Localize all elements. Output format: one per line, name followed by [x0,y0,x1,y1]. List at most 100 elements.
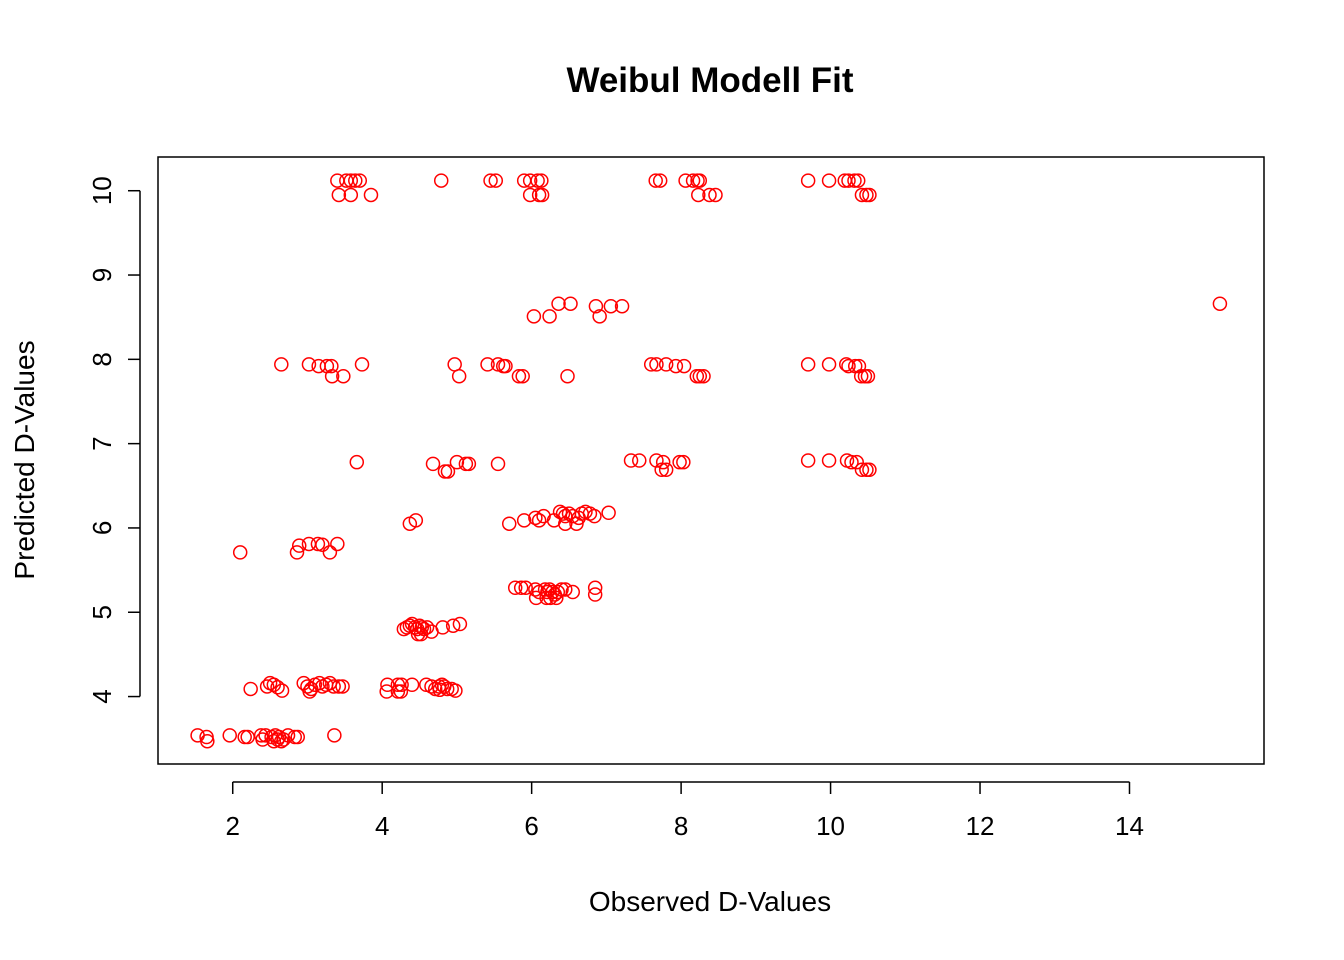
data-point [432,682,447,698]
data-point [558,516,573,531]
data-point [435,620,450,635]
data-point [327,728,342,743]
data-point [511,368,527,384]
data-point [587,580,603,596]
data-point [394,677,409,693]
data-point [352,173,368,188]
x-tick-label: 2 [225,811,239,841]
data-point [668,358,684,374]
data-point [565,508,580,524]
data-point [862,187,877,203]
data-point [603,298,619,314]
data-point [702,187,717,203]
y-tick-label: 5 [87,605,117,619]
data-point [259,679,275,694]
x-axis-label: Observed D-Values [589,886,831,917]
data-point [451,368,467,384]
data-point [343,173,359,188]
data-point [543,590,558,606]
data-point [448,683,463,698]
data-point [528,590,544,606]
data-point [255,732,270,747]
data-point [522,187,538,203]
data-point [676,454,691,470]
data-point [449,454,465,470]
data-point [800,357,816,372]
data-point [588,298,604,314]
data-point [379,684,394,699]
data-point [490,456,506,472]
data-point [380,677,395,693]
data-point [592,309,607,324]
data-point [354,357,370,372]
data-point [522,173,538,188]
y-axis: 4 5 6 7 8 9 10 [87,176,141,704]
data-point [513,580,529,596]
data-point [390,677,406,693]
data-points [190,173,1228,749]
x-axis: 2 4 6 8 10 12 14 [225,781,1144,841]
data-point [648,173,663,188]
data-point [853,368,869,384]
y-tick-label: 4 [87,689,117,703]
data-point [315,537,330,553]
data-point [800,453,816,468]
data-point [200,733,215,749]
data-point [324,368,340,384]
x-tick-label: 8 [674,811,688,841]
data-point [614,298,630,314]
data-point [558,582,573,597]
data-point [691,187,706,203]
data-point [692,368,708,384]
data-point [1212,296,1228,311]
data-point [678,173,693,188]
data-point [516,513,532,528]
data-point [849,454,864,470]
data-point [276,732,291,747]
data-point [243,681,258,697]
data-point [439,681,455,697]
y-axis-label: Predicted D-Values [9,340,40,579]
data-point [821,357,837,372]
data-point [563,296,578,311]
data-point [393,684,409,699]
data-point [534,173,549,188]
data-point [515,368,530,384]
data-point [643,357,659,372]
data-point [655,454,671,470]
data-point [534,187,550,203]
data-point [672,454,687,470]
data-point [445,618,461,633]
data-point [658,462,674,478]
y-tick-label: 9 [87,268,117,282]
data-point [274,733,289,749]
data-point [348,173,363,188]
data-point [312,675,327,691]
data-point [844,454,859,470]
data-point [291,538,307,553]
data-point [331,679,347,694]
y-tick-label: 6 [87,521,117,535]
x-tick-label: 12 [966,811,995,841]
x-tick-label: 4 [375,811,389,841]
data-point [501,516,517,531]
data-point [549,590,564,606]
data-point [658,357,674,372]
data-point [414,620,430,635]
x-tick-label: 14 [1115,811,1144,841]
data-point [542,309,557,324]
data-point [623,453,639,468]
x-tick-label: 10 [816,811,845,841]
data-point [483,173,498,188]
data-point [569,516,584,531]
data-point [821,173,837,188]
chart-title: Weibul Modell Fit [566,61,853,100]
data-point [302,684,317,699]
data-point [343,187,359,203]
data-point [290,729,305,745]
data-point [552,504,568,520]
data-point [452,616,468,632]
data-point [413,626,429,642]
data-point [530,173,545,188]
